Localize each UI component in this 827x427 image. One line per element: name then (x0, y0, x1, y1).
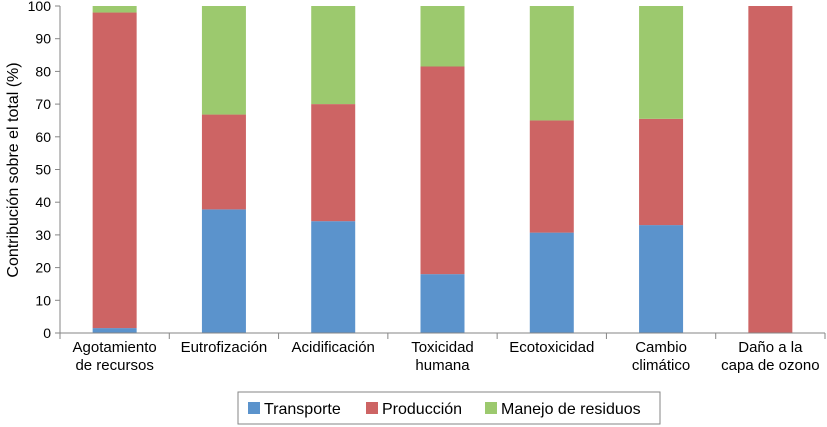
y-tick-label: 70 (35, 96, 51, 112)
bar-transporte (92, 328, 137, 333)
bar-transporte (529, 232, 574, 333)
bar-manejo-de-residuos (92, 6, 137, 13)
x-category-label: Ecotoxicidad (509, 339, 594, 356)
legend-swatch (485, 402, 497, 414)
y-axis-title: Contribución sobre el total (%) (5, 62, 22, 277)
bar-manejo-de-residuos (639, 6, 684, 119)
legend[interactable]: Transporte Producción Manejo de residuos (237, 391, 661, 425)
legend-label: Transporte (264, 401, 341, 418)
bar-producción (92, 12, 137, 329)
bar-producción (201, 114, 246, 210)
y-tick-label: 90 (35, 31, 51, 47)
y-tick-label: 50 (35, 162, 51, 178)
bar-manejo-de-residuos (311, 6, 356, 105)
y-tick-label: 100 (28, 0, 52, 14)
x-category-label: Toxicidad humana (411, 339, 474, 374)
bar-producción (311, 104, 356, 222)
bar-producción (748, 6, 793, 333)
y-tick-label: 20 (35, 260, 51, 276)
bar-manejo-de-residuos (201, 6, 246, 115)
legend-swatch (248, 402, 260, 414)
bar-transporte (201, 209, 246, 333)
y-tick-label: 0 (43, 325, 51, 341)
legend-label: Manejo de residuos (501, 401, 641, 418)
y-tick-label: 10 (35, 292, 51, 308)
bar-producción (639, 118, 684, 226)
x-category-label: Acidificación (292, 339, 375, 356)
x-category-label: Eutrofización (181, 339, 268, 356)
bar-transporte (311, 221, 356, 333)
y-tick-label: 40 (35, 194, 51, 210)
bar-transporte (420, 274, 465, 333)
bars (92, 6, 793, 333)
y-tick-label: 60 (35, 129, 51, 145)
x-category-label: Agotamiento de recursos (73, 339, 157, 374)
y-tick-label: 30 (35, 227, 51, 243)
bar-manejo-de-residuos (420, 6, 465, 67)
x-category-label: Daño a la capa de ozono (721, 339, 819, 374)
legend-box (237, 391, 661, 425)
axes: 0 10 20 30 40 50 60 70 80 90 100 Agotamiento de recu… (28, 0, 826, 374)
y-tick-label: 80 (35, 63, 51, 79)
legend-swatch (366, 402, 378, 414)
bar-producción (420, 66, 465, 275)
x-category-label: Cambio climático (632, 339, 690, 374)
legend-label: Producción (382, 401, 462, 418)
bar-manejo-de-residuos (529, 6, 574, 121)
bar-producción (529, 120, 574, 233)
bar-transporte (639, 225, 684, 333)
